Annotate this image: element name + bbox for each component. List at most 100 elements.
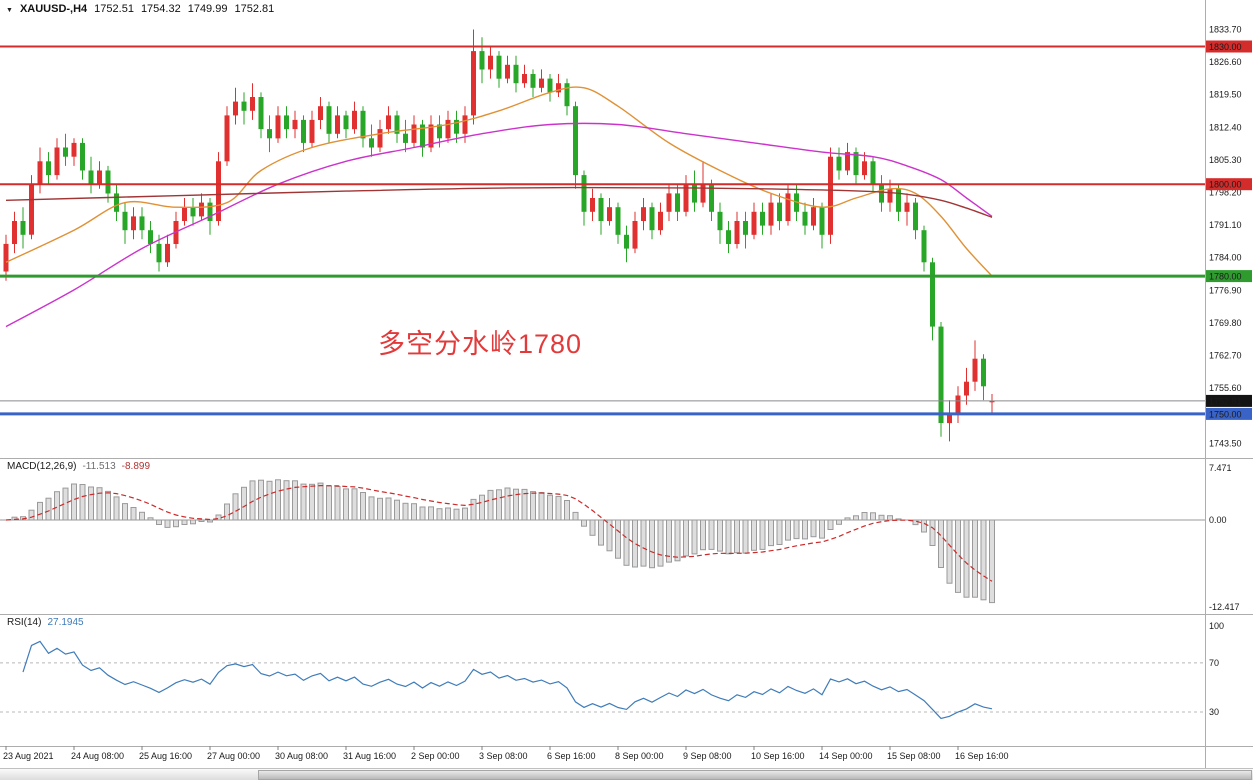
price-axis-tick[interactable]: 1784.00 [1209,253,1242,263]
candle-body [726,230,731,244]
macd-histogram-bar [385,497,392,521]
candle-body [80,142,85,171]
level-price-badge-text: 1780.00 [1209,272,1242,282]
time-axis-label: 30 Aug 08:00 [275,751,329,761]
macd-histogram-bar [351,488,358,521]
macd-histogram-bar [649,519,655,569]
candle-body [139,216,145,231]
price-axis-tick[interactable]: 1833.70 [1209,25,1242,35]
price-axis-tick[interactable]: 1743.50 [1209,439,1242,449]
candle-body [182,207,187,221]
candle-body [709,184,714,212]
candle-body [437,124,442,139]
macd-axis-tick[interactable]: -12.417 [1209,602,1240,612]
candle-body [683,184,689,212]
price-axis-tick[interactable]: 1805.30 [1209,155,1242,165]
rsi-axis-tick[interactable]: 100 [1209,621,1224,631]
macd-histogram-bar [929,519,936,546]
level-price-badge-bg [1206,178,1252,191]
axis-labels: 1833.70 1826.60 1819.50 1812.40 1805.30 1798.… [1209,25,1242,718]
macd-signal-value: -8.899 [121,461,151,472]
candle-body [386,115,391,130]
candle-body [63,147,68,157]
macd-histogram-bar [878,514,885,521]
price-axis-tick[interactable]: 1812.40 [1209,122,1242,132]
price-axis-tick[interactable]: 1819.50 [1209,90,1242,100]
candle-body [207,202,213,221]
price-low: 1749.99 [187,3,228,15]
macd-histogram-bar [37,501,43,521]
macd-histogram-bar [28,509,35,521]
time-axis[interactable]: 23 Aug 2021 24 Aug 08:00 25 Aug 16:00 27 Au… [0,748,1205,766]
candle-body [972,358,978,382]
macd-axis-tick[interactable]: 7.471 [1209,463,1232,473]
macd-histogram-bar [411,503,417,521]
price-axis-tick[interactable]: 1798.20 [1209,188,1242,198]
candle-body [88,170,94,185]
candle-body [513,64,519,84]
macd-histogram-bar [377,497,383,521]
time-axis-label: 10 Sep 16:00 [751,751,805,761]
candle-body [862,161,867,176]
candle-body [462,115,468,134]
macd-histogram-bar [793,519,800,540]
candle-body [964,381,969,396]
candle-body [3,243,9,272]
macd-histogram-bar [768,519,774,547]
candle-body [896,188,901,212]
price-axis-tick[interactable]: 1776.90 [1209,285,1242,295]
scrollbar-thumb[interactable] [258,770,1252,780]
rsi-axis-tick[interactable]: 70 [1209,658,1219,668]
candle-body [760,211,765,226]
symbol-dropdown-icon[interactable]: ▼ [6,6,13,14]
macd-histogram-bar [394,499,400,521]
macd-histogram-bar [589,519,596,536]
macd-axis-tick[interactable]: 0.00 [1209,515,1227,525]
macd-histogram-bar [326,485,332,521]
price-axis-tick[interactable]: 1755.60 [1209,383,1242,393]
price-axis-tick[interactable]: 1762.70 [1209,351,1242,361]
price-axis-tick[interactable]: 1826.60 [1209,57,1242,67]
candle-body [488,55,493,70]
level-price-badge-text: 1800.00 [1209,180,1242,190]
macd-histogram-bar [198,519,205,522]
candle-body [318,106,323,120]
candle-body [326,106,332,134]
macd-histogram-bar [657,519,664,567]
macd-histogram-bar [292,480,298,521]
price-axis-tick[interactable]: 1769.80 [1209,318,1242,328]
macd-histogram-bar [360,492,366,521]
candle-body [598,198,604,221]
ma-slow-darkred [5,186,993,218]
candle-body [216,161,221,221]
macd-histogram-bar [921,519,927,533]
candle-body [734,221,740,244]
chart-annotation-text[interactable]: 多空分水岭1780 [378,329,583,359]
macd-histogram-bar [700,519,706,551]
macd-histogram-bar [79,484,86,521]
candle-body [471,51,476,116]
macd-histogram-bar [190,519,196,525]
price-axis-tick[interactable]: 1791.10 [1209,220,1242,230]
candle-body [343,115,349,130]
macd-histogram-bar [317,482,324,521]
candle-body [369,138,374,148]
macd-histogram-bar [249,480,256,521]
macd-histogram-bar [232,493,239,521]
horizontal-scrollbar[interactable] [0,768,1253,780]
macd-histogram-bar [802,519,808,540]
candle-body [828,156,833,235]
candle-body [37,161,43,185]
candle-body [879,184,884,203]
time-axis-label: 16 Sep 16:00 [955,751,1009,761]
candle-body [250,97,255,111]
time-axis-label: 23 Aug 2021 [3,751,54,761]
candle-body [233,101,238,116]
time-axis-label: 3 Sep 08:00 [479,751,528,761]
rsi-axis-tick[interactable]: 30 [1209,707,1219,717]
macd-histogram-bar [972,519,978,598]
candle-body [360,110,366,139]
